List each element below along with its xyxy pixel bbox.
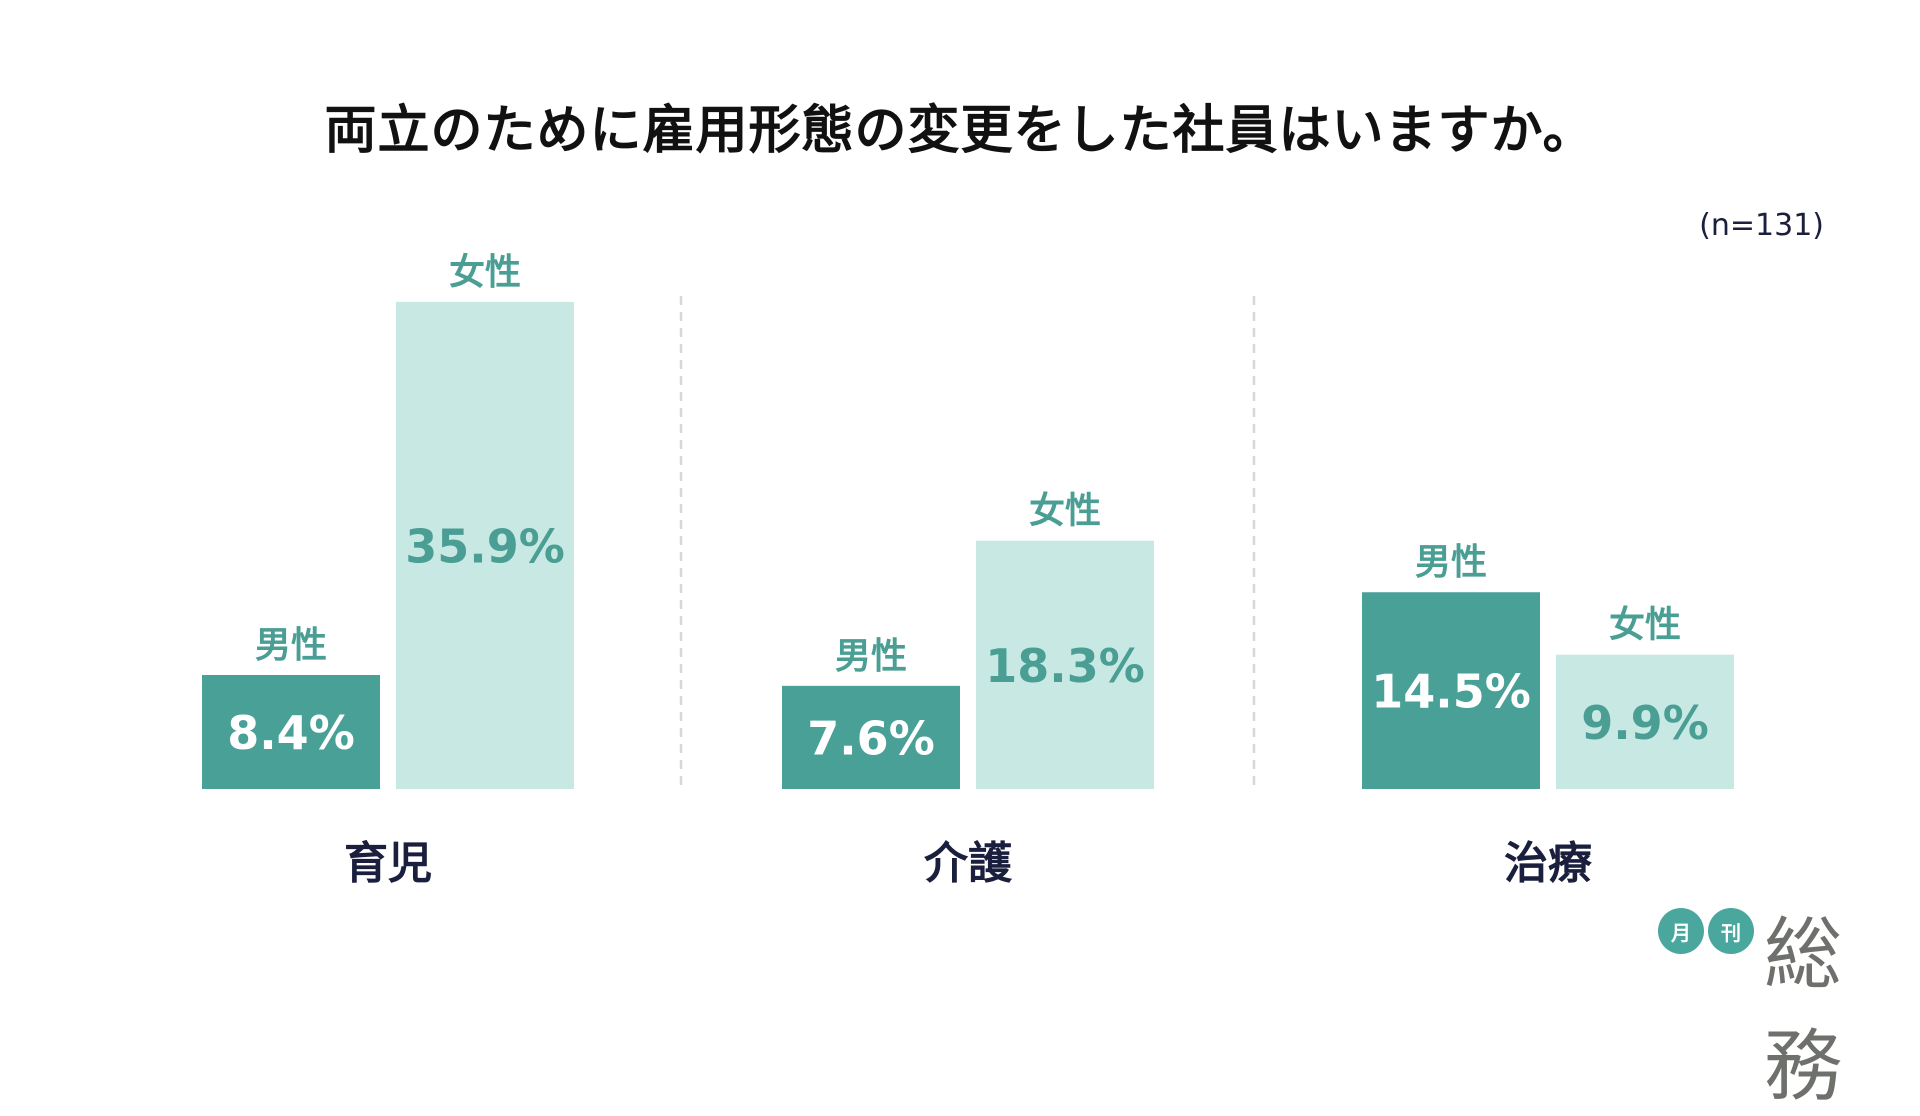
bar-female	[396, 301, 574, 789]
series-label: 女性	[449, 252, 521, 293]
data-label: 14.5%	[1371, 665, 1531, 719]
series-label: 女性	[1029, 491, 1101, 532]
data-label: 35.9%	[405, 519, 565, 573]
data-label: 18.3%	[985, 639, 1145, 693]
series-label: 男性	[1415, 542, 1487, 583]
logo-text: 総務	[1764, 910, 1842, 1112]
category-label: 治療	[1504, 838, 1592, 889]
data-label: 9.9%	[1581, 696, 1709, 750]
bar-female	[976, 540, 1154, 789]
bar-female	[1556, 654, 1734, 789]
bar-chart: 男性 8.4% 女性 35.9% 育児 男性 7.6% 女性 18.3% 介護 男性 14.5% 女性 9…	[202, 252, 1734, 889]
bar-male	[1362, 592, 1540, 789]
category-label: 育児	[344, 838, 432, 889]
bar-male	[782, 685, 960, 789]
data-label: 8.4%	[227, 706, 355, 760]
logo: 月 刊 総務	[1658, 898, 1898, 1112]
category-label: 介護	[924, 838, 1013, 889]
chart-title: 両立のために雇用形態の変更をした社員はいますか。	[324, 101, 1596, 161]
logo-circle-publication: 刊	[1708, 908, 1754, 954]
sample-size-note: (n=131)	[1699, 208, 1824, 243]
bar-male	[202, 675, 380, 789]
series-label: 男性	[255, 625, 327, 666]
series-label: 男性	[835, 636, 907, 677]
data-label: 7.6%	[807, 711, 935, 765]
series-label: 女性	[1609, 605, 1681, 646]
logo-circle-month: 月	[1658, 908, 1704, 954]
